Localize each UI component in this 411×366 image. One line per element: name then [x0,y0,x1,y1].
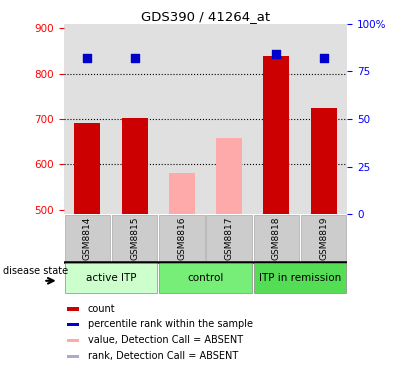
Text: GSM8815: GSM8815 [130,216,139,259]
Bar [216,138,242,214]
Bar [65,214,110,261]
Bar [254,263,346,293]
Bar [67,307,79,310]
Point [84,55,90,61]
Text: disease state: disease state [3,266,68,276]
Bar [206,214,252,261]
Text: control: control [187,273,224,283]
Title: GDS390 / 41264_at: GDS390 / 41264_at [141,10,270,23]
Bar [169,173,195,214]
Text: count: count [88,304,115,314]
Text: percentile rank within the sample: percentile rank within the sample [88,319,253,329]
Text: value, Detection Call = ABSENT: value, Detection Call = ABSENT [88,335,243,345]
Bar [67,323,79,326]
Text: GSM8817: GSM8817 [225,216,233,259]
Bar [67,355,79,358]
Bar [159,214,205,261]
Point [132,55,138,61]
Bar [311,108,337,214]
Text: GSM8814: GSM8814 [83,216,92,259]
Text: rank, Detection Call = ABSENT: rank, Detection Call = ABSENT [88,351,238,361]
Text: active ITP: active ITP [86,273,136,283]
Bar [67,339,79,342]
Bar [74,123,100,214]
Bar [263,56,289,214]
Text: GSM8819: GSM8819 [319,216,328,259]
Point [321,55,327,61]
Bar [65,263,157,293]
Text: GSM8818: GSM8818 [272,216,281,259]
Bar [122,117,148,214]
Text: ITP in remission: ITP in remission [259,273,341,283]
Bar [254,214,299,261]
Text: GSM8816: GSM8816 [178,216,186,259]
Bar [159,263,252,293]
Bar [216,138,242,214]
Bar [112,214,157,261]
Bar [301,214,346,261]
Point [273,51,279,57]
